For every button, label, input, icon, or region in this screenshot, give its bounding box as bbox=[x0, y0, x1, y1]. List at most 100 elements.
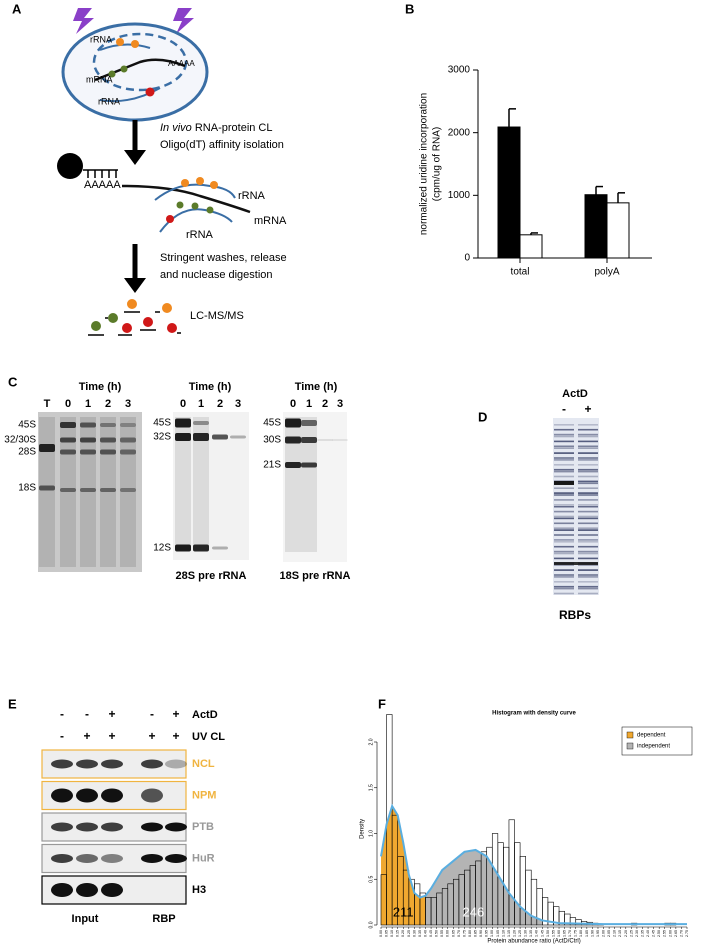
gel-band bbox=[578, 440, 598, 443]
gel-band bbox=[554, 494, 574, 496]
gel-band bbox=[554, 464, 574, 466]
x-tick-label: 0.40 bbox=[423, 930, 427, 937]
arrow-head bbox=[124, 278, 146, 293]
legend-label: dependent bbox=[637, 733, 666, 739]
blot-band bbox=[141, 822, 163, 832]
gel-band bbox=[554, 481, 574, 485]
lane-label: + bbox=[584, 402, 591, 416]
gel-band bbox=[554, 459, 574, 461]
x-tick-label: 2.55 bbox=[663, 930, 667, 937]
lane-label: 1 bbox=[198, 398, 204, 410]
protein bbox=[210, 181, 218, 189]
gel-band bbox=[554, 440, 574, 443]
output-text: LC-MS/MS bbox=[190, 310, 244, 322]
size-marker: 28S bbox=[18, 447, 36, 458]
x-tick-label: 1.05 bbox=[496, 930, 500, 937]
gel-band bbox=[60, 488, 76, 492]
gel-band bbox=[120, 449, 136, 455]
x-tick-label: 2.50 bbox=[657, 930, 661, 937]
gel-band bbox=[80, 422, 96, 428]
gel-band bbox=[578, 517, 598, 520]
blot-band bbox=[165, 759, 187, 769]
x-tick-label: 2.00 bbox=[601, 930, 605, 937]
x-tick-label: 1.35 bbox=[529, 930, 533, 937]
condition-sign: + bbox=[148, 729, 155, 743]
gel-band bbox=[554, 433, 574, 436]
blot-label: NPM bbox=[192, 789, 216, 801]
gel-band bbox=[578, 552, 598, 555]
protein bbox=[122, 323, 132, 333]
gel-band bbox=[578, 433, 598, 436]
gel-band bbox=[301, 420, 317, 426]
x-tick-label: 0.10 bbox=[390, 930, 394, 937]
blot-label: H3 bbox=[192, 884, 206, 896]
y-tick-label: 2000 bbox=[448, 127, 471, 138]
gel-band bbox=[578, 522, 598, 525]
size-marker: 45S bbox=[18, 420, 36, 431]
x-tick-label: 0.70 bbox=[457, 930, 461, 937]
panel-label: C bbox=[8, 374, 18, 389]
lane-label: 1 bbox=[306, 398, 312, 410]
x-tick-label: 2.70 bbox=[679, 930, 683, 937]
gel-band bbox=[578, 585, 598, 588]
gel-band bbox=[554, 562, 598, 565]
x-tick-label: 2.65 bbox=[674, 930, 678, 937]
gel-band bbox=[554, 428, 574, 431]
gel-band bbox=[578, 541, 598, 543]
gel-band bbox=[578, 539, 598, 541]
group-label: Input bbox=[72, 913, 99, 925]
y-tick-label: 0.5 bbox=[368, 876, 374, 883]
gel-band bbox=[578, 576, 598, 578]
x-tick-label: 0.15 bbox=[396, 930, 400, 937]
legend-swatch bbox=[626, 731, 634, 739]
step-text: RNA-protein CL bbox=[192, 122, 273, 134]
y-tick-label: 1000 bbox=[448, 190, 471, 201]
gel-band bbox=[554, 576, 574, 578]
gel-smear bbox=[193, 417, 209, 550]
gel-band bbox=[554, 550, 574, 553]
x-tick-label: 1.70 bbox=[568, 930, 572, 937]
size-marker: 12S bbox=[153, 543, 171, 554]
y-tick-label: 1.5 bbox=[368, 784, 374, 791]
gel-band bbox=[554, 492, 574, 494]
x-tick-label: 1.45 bbox=[540, 930, 544, 937]
size-marker: 45S bbox=[153, 418, 171, 429]
protein bbox=[162, 303, 172, 313]
x-tick-label: 2.25 bbox=[629, 930, 633, 937]
gel-caption: 18S pre rRNA bbox=[280, 570, 351, 582]
protein bbox=[166, 215, 174, 223]
chart-title: Histogram with density curve bbox=[492, 711, 576, 717]
gel-smear bbox=[285, 417, 301, 552]
gel-band bbox=[578, 534, 598, 536]
x-tick-label: polyA bbox=[594, 267, 619, 278]
arrow-head bbox=[124, 150, 146, 165]
protein bbox=[116, 38, 124, 46]
gel-smear bbox=[39, 417, 55, 567]
gel-band bbox=[578, 470, 598, 473]
gel-caption: RBPs bbox=[559, 608, 591, 622]
gel-band bbox=[554, 541, 574, 543]
bead bbox=[57, 153, 83, 179]
blot-band bbox=[76, 822, 98, 832]
gel-band bbox=[578, 480, 598, 483]
blot-band bbox=[165, 854, 187, 863]
gel-band bbox=[39, 444, 55, 452]
rrna bbox=[99, 87, 161, 103]
condition-sign: - bbox=[60, 707, 64, 721]
gel-band bbox=[100, 437, 116, 443]
x-tick-label: 0.95 bbox=[485, 930, 489, 937]
x-tick-label: 0.65 bbox=[451, 930, 455, 937]
gel-band bbox=[578, 545, 598, 548]
gel-band bbox=[554, 510, 574, 513]
gel-band bbox=[100, 423, 116, 427]
cell-label: rRNA bbox=[98, 96, 120, 106]
gel-band bbox=[80, 488, 96, 492]
lane-label: 0 bbox=[65, 398, 71, 410]
gel-band bbox=[554, 569, 574, 571]
blot-band bbox=[76, 759, 98, 769]
blot-label: HuR bbox=[192, 852, 215, 864]
gel-band bbox=[554, 505, 574, 508]
gel-band bbox=[554, 452, 574, 454]
x-tick-label: 1.50 bbox=[546, 930, 550, 937]
nucleus bbox=[92, 32, 188, 92]
